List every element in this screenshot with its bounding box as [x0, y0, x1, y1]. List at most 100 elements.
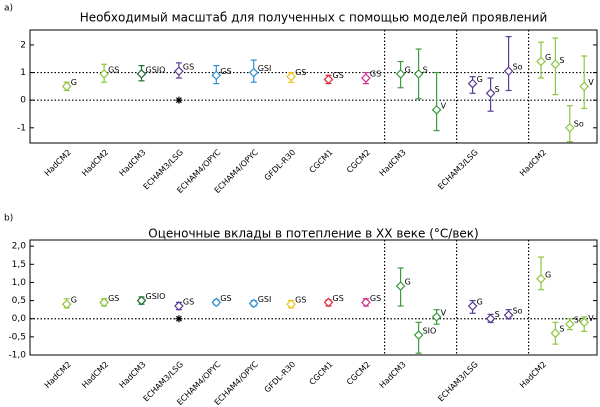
point-marker	[286, 71, 296, 82]
point-label: GS	[183, 298, 194, 307]
point-label: GSIO	[146, 292, 166, 301]
y-tick-label: -1	[17, 123, 26, 133]
point-label: GS	[108, 294, 119, 303]
point-marker	[395, 281, 406, 291]
point-marker	[536, 273, 546, 284]
y-tick-label: 0,5	[12, 296, 26, 306]
point-marker	[413, 330, 424, 340]
point-marker	[136, 295, 147, 306]
point-marker	[174, 301, 184, 311]
y-tick-label: 2,0	[12, 242, 27, 252]
x-tick-label: HadCM2	[518, 148, 548, 178]
x-tick-label: ECHAM3/LSG	[436, 360, 480, 404]
point-label: GSI	[258, 64, 272, 73]
point-marker	[503, 310, 514, 320]
point-marker	[564, 319, 575, 330]
point-marker	[99, 69, 109, 79]
point-marker	[361, 297, 371, 308]
point-label: G	[477, 75, 483, 84]
point-label: G	[405, 278, 411, 287]
point-marker	[248, 298, 259, 309]
x-tick-label: HadCM2	[80, 148, 110, 178]
x-tick-label: GFDL-R30	[263, 360, 298, 395]
point-label: G	[71, 296, 77, 305]
point-marker	[323, 297, 334, 308]
star-marker	[175, 96, 183, 104]
y-tick-label: 0,0	[12, 314, 27, 324]
point-label: G	[477, 298, 483, 307]
point-marker	[503, 66, 514, 77]
point-marker	[550, 328, 561, 339]
point-label: SIO	[423, 327, 437, 336]
point-marker	[211, 70, 222, 81]
point-label: So	[513, 307, 523, 316]
point-label: V	[441, 308, 447, 317]
y-tick-label: -0,5	[8, 332, 26, 342]
point-label: V	[588, 78, 594, 87]
x-tick-label: ECHAM3/LSG	[436, 148, 480, 192]
point-label: G	[545, 270, 551, 279]
y-tick-label: -1,0	[8, 351, 26, 361]
x-tick-label: HadCM2	[43, 360, 73, 390]
panel-label: a)	[4, 4, 13, 14]
point-label: S	[559, 325, 564, 334]
panel-label: b)	[4, 214, 13, 224]
point-marker	[467, 301, 478, 311]
point-marker	[248, 67, 259, 78]
point-marker	[413, 69, 424, 79]
chart-title: Необходимый масштаб для полученных с пом…	[80, 11, 548, 25]
point-marker	[431, 104, 442, 115]
point-marker	[550, 59, 561, 70]
point-label: G	[405, 65, 411, 74]
point-label: V	[441, 101, 447, 110]
point-marker	[61, 299, 72, 310]
x-tick-label: CGCM1	[308, 148, 335, 175]
point-marker	[99, 297, 109, 308]
point-marker	[431, 312, 442, 322]
point-marker	[467, 78, 478, 89]
point-label: GS	[183, 63, 194, 72]
x-tick-label: HadCM3	[378, 360, 408, 390]
point-label: So	[513, 63, 523, 72]
point-marker	[323, 74, 334, 85]
point-label: S	[559, 56, 564, 65]
point-marker	[361, 73, 371, 83]
point-marker	[211, 297, 222, 308]
point-label: GS	[295, 68, 306, 77]
y-tick-label: 1	[20, 68, 26, 78]
plot-frame	[29, 29, 598, 144]
point-label: GS	[295, 296, 306, 305]
star-marker	[175, 315, 183, 323]
point-label: GS	[220, 67, 231, 76]
x-tick-label: HadCM3	[118, 148, 148, 178]
y-tick-label: 0	[20, 96, 26, 106]
x-tick-label: HadCM2	[43, 148, 73, 178]
point-label: S	[495, 85, 500, 94]
point-label: GS	[220, 294, 231, 303]
y-tick-label: 1,0	[12, 278, 27, 288]
point-marker	[485, 88, 496, 99]
point-marker	[395, 69, 406, 79]
point-label: GSIO	[146, 65, 166, 74]
point-label: S	[495, 310, 500, 319]
point-marker	[136, 69, 147, 79]
point-label: GSI	[258, 295, 272, 304]
x-tick-label: CGCM1	[308, 360, 335, 387]
point-label: GS	[108, 65, 119, 74]
x-tick-label: HadCM2	[80, 360, 110, 390]
chart-title: Оценочные вклады в потепление в XX веке …	[148, 227, 478, 241]
point-label: S	[423, 65, 428, 74]
x-tick-label: HadCM3	[378, 148, 408, 178]
point-label: GS	[370, 70, 381, 79]
point-label: GS	[333, 71, 344, 80]
x-tick-label: HadCM2	[518, 360, 548, 390]
x-tick-label: GFDL-R30	[263, 148, 298, 183]
point-label: G	[545, 53, 551, 62]
point-marker	[485, 313, 496, 324]
point-label: So	[574, 119, 584, 128]
point-marker	[564, 122, 575, 133]
y-tick-label: 1,5	[12, 260, 26, 270]
point-marker	[579, 317, 590, 328]
point-label: GS	[333, 294, 344, 303]
